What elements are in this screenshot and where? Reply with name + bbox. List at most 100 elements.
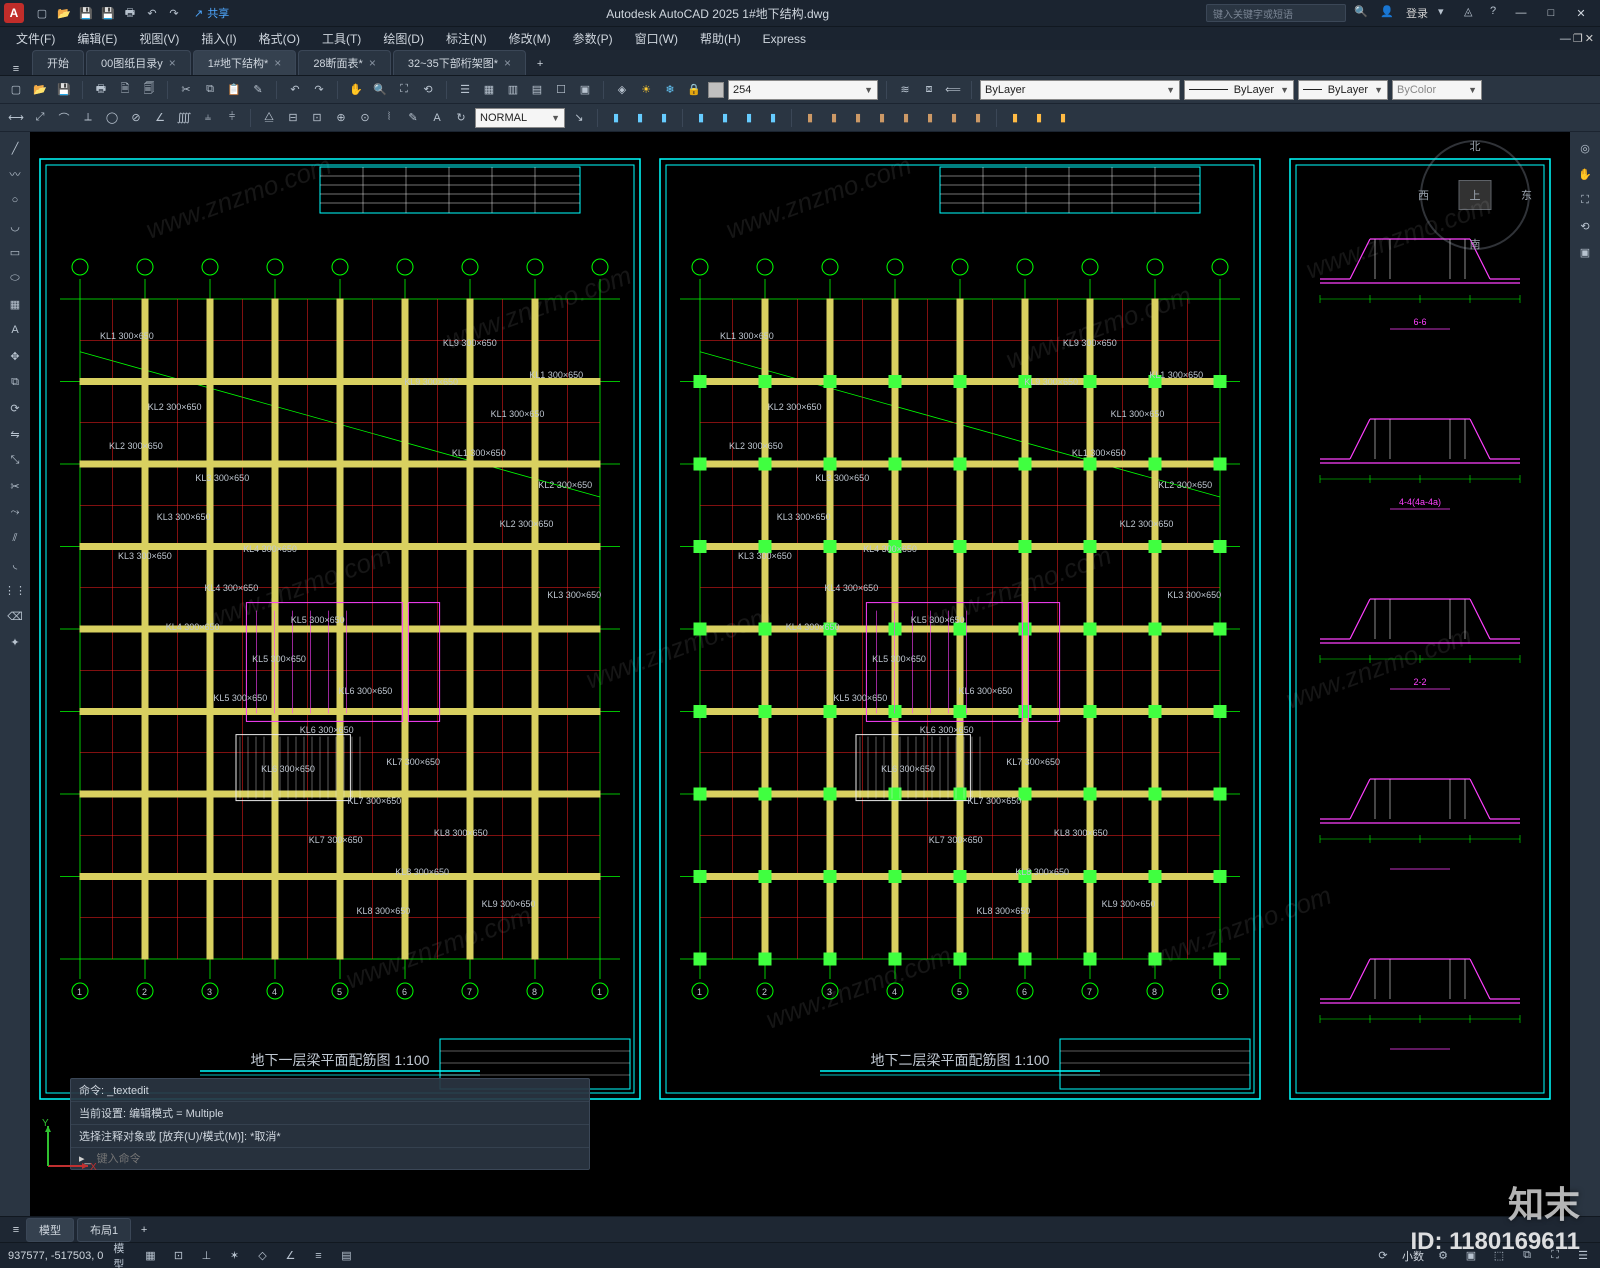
tolerance-icon[interactable]: ⊡ (307, 108, 327, 128)
circle-icon[interactable]: ○ (5, 190, 25, 210)
new-icon[interactable]: ▢ (6, 80, 26, 100)
line-icon[interactable]: ╱ (5, 138, 25, 158)
saveas-icon[interactable]: 💾 (100, 5, 116, 21)
user-icon[interactable]: 👤 (1380, 5, 1396, 21)
menu-draw[interactable]: 绘图(D) (373, 28, 434, 49)
menu-window[interactable]: 窗口(W) (625, 28, 688, 49)
dimstyle-icon[interactable]: ↘ (569, 108, 589, 128)
tool-n-icon[interactable]: ▮ (944, 108, 964, 128)
cart-icon[interactable]: ▾ (1438, 5, 1454, 21)
modelspace-toggle[interactable]: 模型 (113, 1247, 131, 1265)
doc-tab-4[interactable]: 32~35下部桁架图*× (393, 50, 526, 75)
tool-l-icon[interactable]: ▮ (896, 108, 916, 128)
lwt-toggle-icon[interactable]: ≡ (309, 1247, 327, 1265)
new-icon[interactable]: ▢ (34, 5, 50, 21)
quickcalc-icon[interactable]: ▣ (575, 80, 595, 100)
tool-h-icon[interactable]: ▮ (800, 108, 820, 128)
menu-dim[interactable]: 标注(N) (436, 28, 497, 49)
drawing-canvas[interactable]: www.znzmo.comwww.znzmo.comwww.znzmo.comw… (30, 132, 1570, 1216)
dim-aligned-icon[interactable]: ⤢ (30, 108, 50, 128)
tool-r-icon[interactable]: ▮ (1053, 108, 1073, 128)
zoom-prev-icon[interactable]: ⟲ (418, 80, 438, 100)
dim-angular-icon[interactable]: ∠ (150, 108, 170, 128)
erase-icon[interactable]: ⌫ (5, 606, 25, 626)
tool-a-icon[interactable]: ▮ (606, 108, 626, 128)
tool-d-icon[interactable]: ▮ (691, 108, 711, 128)
add-tab-button[interactable]: + (528, 53, 552, 75)
minimize-button[interactable]: — (1506, 1, 1536, 25)
doc-tab-2[interactable]: 1#地下结构*× (193, 50, 297, 75)
tool-g-icon[interactable]: ▮ (763, 108, 783, 128)
open-icon[interactable]: 📂 (56, 5, 72, 21)
otrack-toggle-icon[interactable]: ∠ (281, 1247, 299, 1265)
tool-o-icon[interactable]: ▮ (968, 108, 988, 128)
text-icon[interactable]: A (5, 320, 25, 340)
child-restore-button[interactable]: ❐ (1573, 32, 1583, 45)
designcenter-icon[interactable]: ▦ (479, 80, 499, 100)
color-swatch[interactable] (708, 82, 724, 98)
lineweight-combo[interactable]: ByLayer▼ (1298, 80, 1388, 100)
copy-icon[interactable]: ⧉ (5, 372, 25, 392)
mirror-icon[interactable]: ⇋ (5, 424, 25, 444)
paste-icon[interactable]: 📋 (224, 80, 244, 100)
dim-baseline-icon[interactable]: ⫨ (198, 108, 218, 128)
layer-combo[interactable]: ByLayer▼ (980, 80, 1180, 100)
apps-icon[interactable]: ◬ (1464, 5, 1480, 21)
dim-break-icon[interactable]: ⊟ (283, 108, 303, 128)
add-layout-button[interactable]: + (134, 1224, 154, 1236)
sheetset-icon[interactable]: ▤ (527, 80, 547, 100)
osnap-toggle-icon[interactable]: ◇ (253, 1247, 271, 1265)
dim-linear-icon[interactable]: ⟷ (6, 108, 26, 128)
snap-toggle-icon[interactable]: ⊡ (169, 1247, 187, 1265)
layout-list-icon[interactable]: ≡ (6, 1224, 26, 1236)
zoom-ext-icon[interactable]: ⛶ (1575, 190, 1595, 210)
markup-icon[interactable]: ☐ (551, 80, 571, 100)
cut-icon[interactable]: ✂ (176, 80, 196, 100)
annoscale-icon[interactable]: ⟳ (1374, 1247, 1392, 1265)
dim-edit-icon[interactable]: ✎ (403, 108, 423, 128)
center-mark-icon[interactable]: ⊕ (331, 108, 351, 128)
open-icon[interactable]: 📂 (30, 80, 50, 100)
polar-toggle-icon[interactable]: ✶ (225, 1247, 243, 1265)
move-icon[interactable]: ✥ (5, 346, 25, 366)
save-icon[interactable]: 💾 (54, 80, 74, 100)
properties-icon[interactable]: ☰ (455, 80, 475, 100)
doc-tab-start[interactable]: 开始 (32, 50, 84, 75)
color-combo[interactable]: 254▼ (728, 80, 878, 100)
menu-insert[interactable]: 插入(I) (191, 28, 246, 49)
doc-tab-1[interactable]: 00图纸目录y× (86, 50, 191, 75)
tool-k-icon[interactable]: ▮ (872, 108, 892, 128)
tab-list-icon[interactable]: ≡ (4, 63, 28, 75)
grid-toggle-icon[interactable]: ▦ (141, 1247, 159, 1265)
rectangle-icon[interactable]: ▭ (5, 242, 25, 262)
layer-icon[interactable]: ◈ (612, 80, 632, 100)
undo-icon[interactable]: ↶ (144, 5, 160, 21)
zoom-icon[interactable]: 🔍 (370, 80, 390, 100)
extend-icon[interactable]: ⤳ (5, 502, 25, 522)
plot-icon[interactable]: 🖶 (91, 80, 111, 100)
tool-j-icon[interactable]: ▮ (848, 108, 868, 128)
tool-q-icon[interactable]: ▮ (1029, 108, 1049, 128)
dim-quick-icon[interactable]: ⨌ (174, 108, 194, 128)
redo-icon[interactable]: ↷ (166, 5, 182, 21)
dim-update-icon[interactable]: ↻ (451, 108, 471, 128)
maximize-button[interactable]: □ (1536, 1, 1566, 25)
navwheel-icon[interactable]: ◎ (1575, 138, 1595, 158)
dim-tedit-icon[interactable]: A (427, 108, 447, 128)
menu-file[interactable]: 文件(F) (6, 28, 65, 49)
layerprev-icon[interactable]: ⟸ (943, 80, 963, 100)
arc-icon[interactable]: ◡ (5, 216, 25, 236)
array-icon[interactable]: ⋮⋮ (5, 580, 25, 600)
save-icon[interactable]: 💾 (78, 5, 94, 21)
fillet-icon[interactable]: ◟ (5, 554, 25, 574)
model-tab[interactable]: 模型 (26, 1218, 74, 1242)
rotate-icon[interactable]: ⟳ (5, 398, 25, 418)
tool-m-icon[interactable]: ▮ (920, 108, 940, 128)
login-label[interactable]: 登录 (1406, 5, 1428, 21)
menu-modify[interactable]: 修改(M) (499, 28, 561, 49)
close-icon[interactable]: × (169, 56, 176, 70)
explode-icon[interactable]: ✦ (5, 632, 25, 652)
tool-b-icon[interactable]: ▮ (630, 108, 650, 128)
menu-help[interactable]: 帮助(H) (690, 28, 751, 49)
layerstate-icon[interactable]: ≋ (895, 80, 915, 100)
